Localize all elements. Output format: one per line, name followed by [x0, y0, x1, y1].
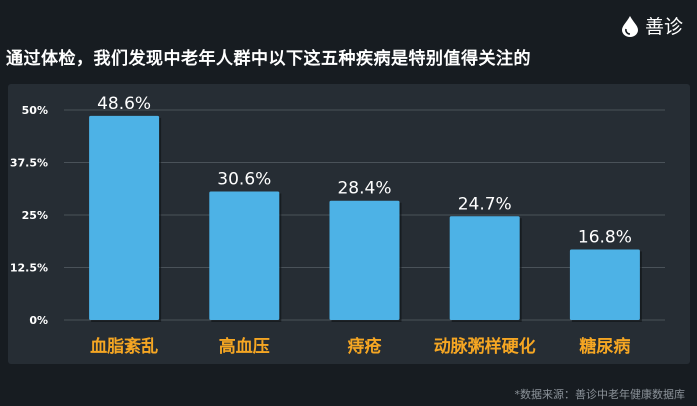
bar: [569, 249, 640, 320]
y-tick-label: 12.5%: [10, 262, 48, 275]
data-source-note: *数据来源：善诊中老年健康数据库: [514, 388, 686, 401]
y-axis-ticks: 0% 12.5% 25% 37.5% 50%: [10, 104, 48, 327]
category-label: 痔疮: [348, 336, 382, 357]
brand-logo: 善诊: [621, 12, 683, 39]
bar: [329, 200, 400, 320]
bar: [89, 115, 160, 320]
y-tick-label: 50%: [22, 104, 48, 117]
category-labels: 血脂紊乱 高血压 痔疮 动脉粥样硬化 糖尿病: [90, 336, 630, 357]
value-label: 24.7%: [458, 194, 512, 214]
category-label: 血脂紊乱: [90, 336, 158, 357]
y-tick-label: 37.5%: [10, 157, 48, 170]
value-labels: 48.6% 30.6% 28.4% 24.7% 16.8%: [97, 94, 632, 248]
value-label: 48.6%: [97, 94, 151, 114]
page-title: 通过体检，我们发现中老年人群中以下这五种疾病是特别值得关注的: [6, 49, 531, 69]
bar: [209, 191, 280, 320]
category-label: 高血压: [219, 336, 270, 357]
category-label: 糖尿病: [579, 336, 630, 357]
y-tick-label: 25%: [22, 209, 48, 222]
drop-icon: [621, 15, 638, 37]
bars: [89, 115, 642, 322]
value-label: 28.4%: [337, 179, 391, 199]
bar: [449, 216, 520, 320]
value-label: 30.6%: [217, 169, 271, 189]
category-label: 动脉粥样硬化: [434, 336, 536, 357]
value-label: 16.8%: [578, 227, 632, 247]
brand-name: 善诊: [644, 16, 683, 38]
y-tick-label: 0%: [29, 314, 48, 327]
